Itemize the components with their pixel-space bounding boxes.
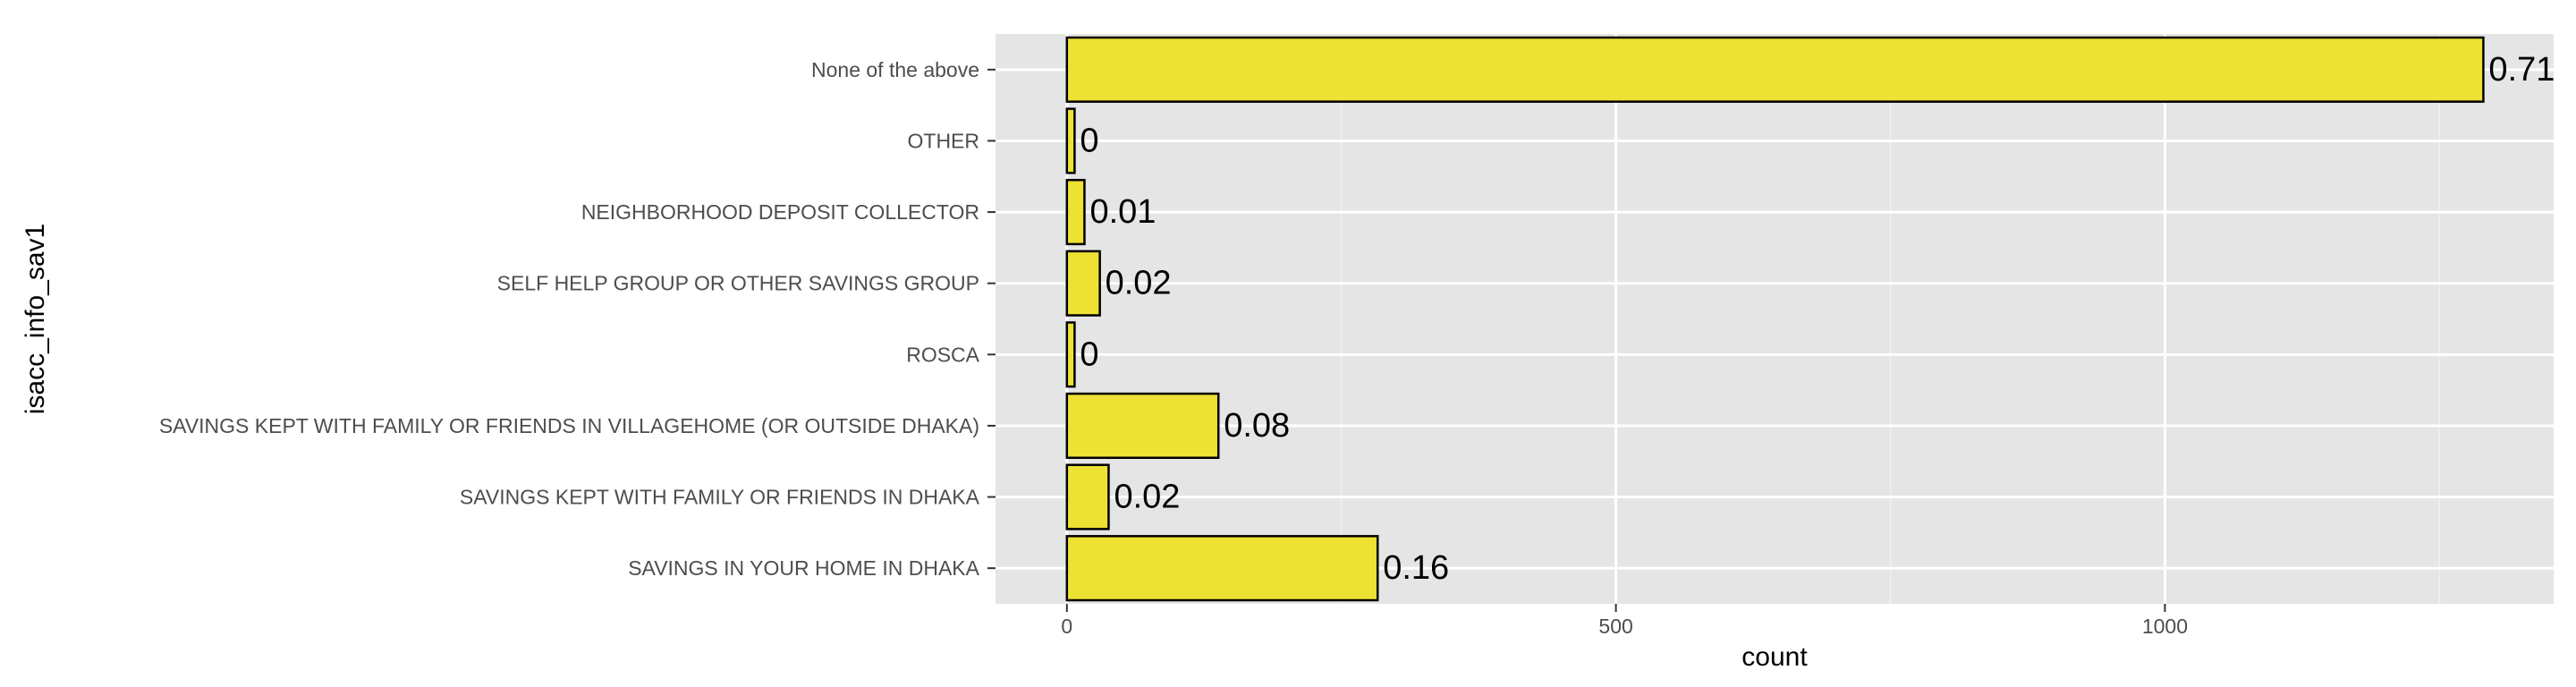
bar xyxy=(1065,107,1076,174)
y-axis-title: isacc_info_sav1 xyxy=(21,224,50,414)
data-label: 0.01 xyxy=(1089,193,1156,231)
data-label: 0.08 xyxy=(1224,407,1290,445)
x-axis: 0 500 1000 xyxy=(1061,604,2188,638)
bar xyxy=(1065,36,2485,103)
y-axis: None of the above OTHER NEIGHBORHOOD DEPOS… xyxy=(159,58,996,580)
y-tick-label: SAVINGS KEPT WITH FAMILY OR FRIENDS IN V… xyxy=(159,414,979,437)
x-tick-label: 0 xyxy=(1061,615,1072,638)
bar xyxy=(1065,178,1086,246)
x-tick-label: 1000 xyxy=(2142,615,2188,638)
y-tick-label: SAVINGS IN YOUR HOME IN DHAKA xyxy=(628,556,979,580)
bar xyxy=(1065,321,1076,388)
data-label: 0 xyxy=(1080,122,1098,159)
plot-panel xyxy=(996,34,2554,604)
bar xyxy=(1065,250,1101,317)
x-axis-title: count xyxy=(1741,642,1808,672)
data-label: 0.02 xyxy=(1106,265,1172,302)
y-tick-label: SAVINGS KEPT WITH FAMILY OR FRIENDS IN D… xyxy=(460,486,980,509)
y-tick-label: ROSCA xyxy=(906,343,979,366)
y-tick-label: NEIGHBORHOOD DEPOSIT COLLECTOR xyxy=(581,200,979,224)
y-tick-label: SELF HELP GROUP OR OTHER SAVINGS GROUP xyxy=(497,272,979,295)
data-label: 0.02 xyxy=(1114,479,1180,516)
data-label: 0.16 xyxy=(1383,549,1449,587)
data-label: 0 xyxy=(1080,335,1098,373)
y-tick-label: OTHER xyxy=(908,129,980,152)
bar xyxy=(1065,392,1220,460)
x-tick-label: 500 xyxy=(1598,615,1632,638)
y-tick-label: None of the above xyxy=(811,58,979,81)
bar xyxy=(1065,463,1110,530)
bars xyxy=(1065,36,2485,602)
bar xyxy=(1065,535,1379,602)
data-label: 0.71 xyxy=(2488,51,2555,89)
